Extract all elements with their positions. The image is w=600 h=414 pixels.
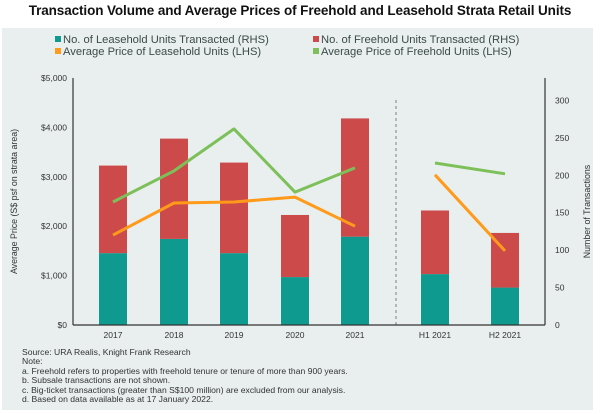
note-item-d: d. Based on data available as at 17 Janu… [22,394,214,405]
bar-leasehold-units-2020 [281,277,309,325]
bar-freehold-units-2019 [220,162,248,254]
right-tick-label: 100 [555,245,569,255]
x-tick-label: 2017 [104,330,123,340]
x-tick-label: 2021 [346,330,365,340]
chart-title: Transaction Volume and Average Prices of… [28,3,572,18]
right-tick-label: 250 [555,133,569,143]
bar-freehold-units-2021 [341,118,369,237]
note-item-a: a. Freehold refers to properties with fr… [22,365,348,376]
bar-leasehold-units-2021 [341,236,369,325]
x-tick-label: 2019 [225,330,244,340]
bar-freehold-units-2018 [160,138,188,239]
left-tick-label: $1,000 [41,271,67,281]
bar-leasehold-units-2018 [160,238,188,325]
legend-swatch-teal-icon [55,36,61,42]
left-tick-label: $5,000 [41,73,67,83]
line-leasehold-price-segment-2 [433,173,507,252]
legend-label: Average Price of Freehold Units (LHS) [321,46,512,58]
axes-group: $0 $1,000 $2,000 $3,000 $4,000 $5,000 0 50 100 15… [9,73,592,340]
line-freehold-price-segment-2 [434,161,506,176]
legend-item-leasehold-units: No. of Leasehold Units Transacted (RHS) [55,34,269,46]
note-item-c: c. Big-ticket transactions (greater than… [22,384,346,395]
x-tick-label: 2018 [165,330,184,340]
left-tick-label: $2,000 [41,221,67,231]
legend-swatch-green-icon [313,48,319,54]
legend-label: No. of Leasehold Units Transacted (RHS) [63,34,269,46]
left-axis-title: Average Price (S$ psf on strata area) [9,129,19,274]
x-tick-label: 2020 [286,330,305,340]
bar-leasehold-units-h2-2021 [491,287,519,325]
right-tick-label: 50 [555,283,565,293]
bar-leasehold-units-h1-2021 [421,274,449,325]
bar-freehold-units-2020 [281,214,309,278]
left-tick-label: $3,000 [41,172,67,182]
x-tick-label: H1 2021 [419,330,451,340]
right-tick-label: 300 [555,95,569,105]
bar-leasehold-units-2017 [99,253,127,325]
right-tick-label: 150 [555,208,569,218]
chart-notes: Source: URA Realis, Knight Frank Researc… [22,347,348,405]
legend-label: Average Price of Leasehold Units (LHS) [63,46,262,58]
bar-leasehold-units-2019 [220,253,248,325]
legend-item-freehold-price: Average Price of Freehold Units (LHS) [313,46,512,58]
bar-freehold-units-2017 [99,165,127,254]
legend-item-leasehold-price: Average Price of Leasehold Units (LHS) [55,46,261,58]
right-tick-label: 200 [555,170,569,180]
legend-swatch-orange-icon [55,48,61,54]
x-tick-label: H2 2021 [489,330,521,340]
left-tick-label: $4,000 [41,122,67,132]
right-tick-label: 0 [555,320,560,330]
legend-item-freehold-units: No. of Freehold Units Transacted (RHS) [313,34,519,46]
legend-swatch-red-icon [313,36,319,42]
left-tick-label: $0 [58,320,68,330]
note-heading: Note: [22,356,43,367]
bar-freehold-units-h1-2021 [421,210,449,275]
right-axis-title: Number of Transactions [582,164,592,258]
bars-group [99,118,519,325]
lines-group [112,127,507,252]
source-note: Source: URA Realis, Knight Frank Researc… [22,347,191,357]
legend-label: No. of Freehold Units Transacted (RHS) [321,34,520,46]
note-item-b: b. Subsale transactions are not shown. [22,375,171,386]
